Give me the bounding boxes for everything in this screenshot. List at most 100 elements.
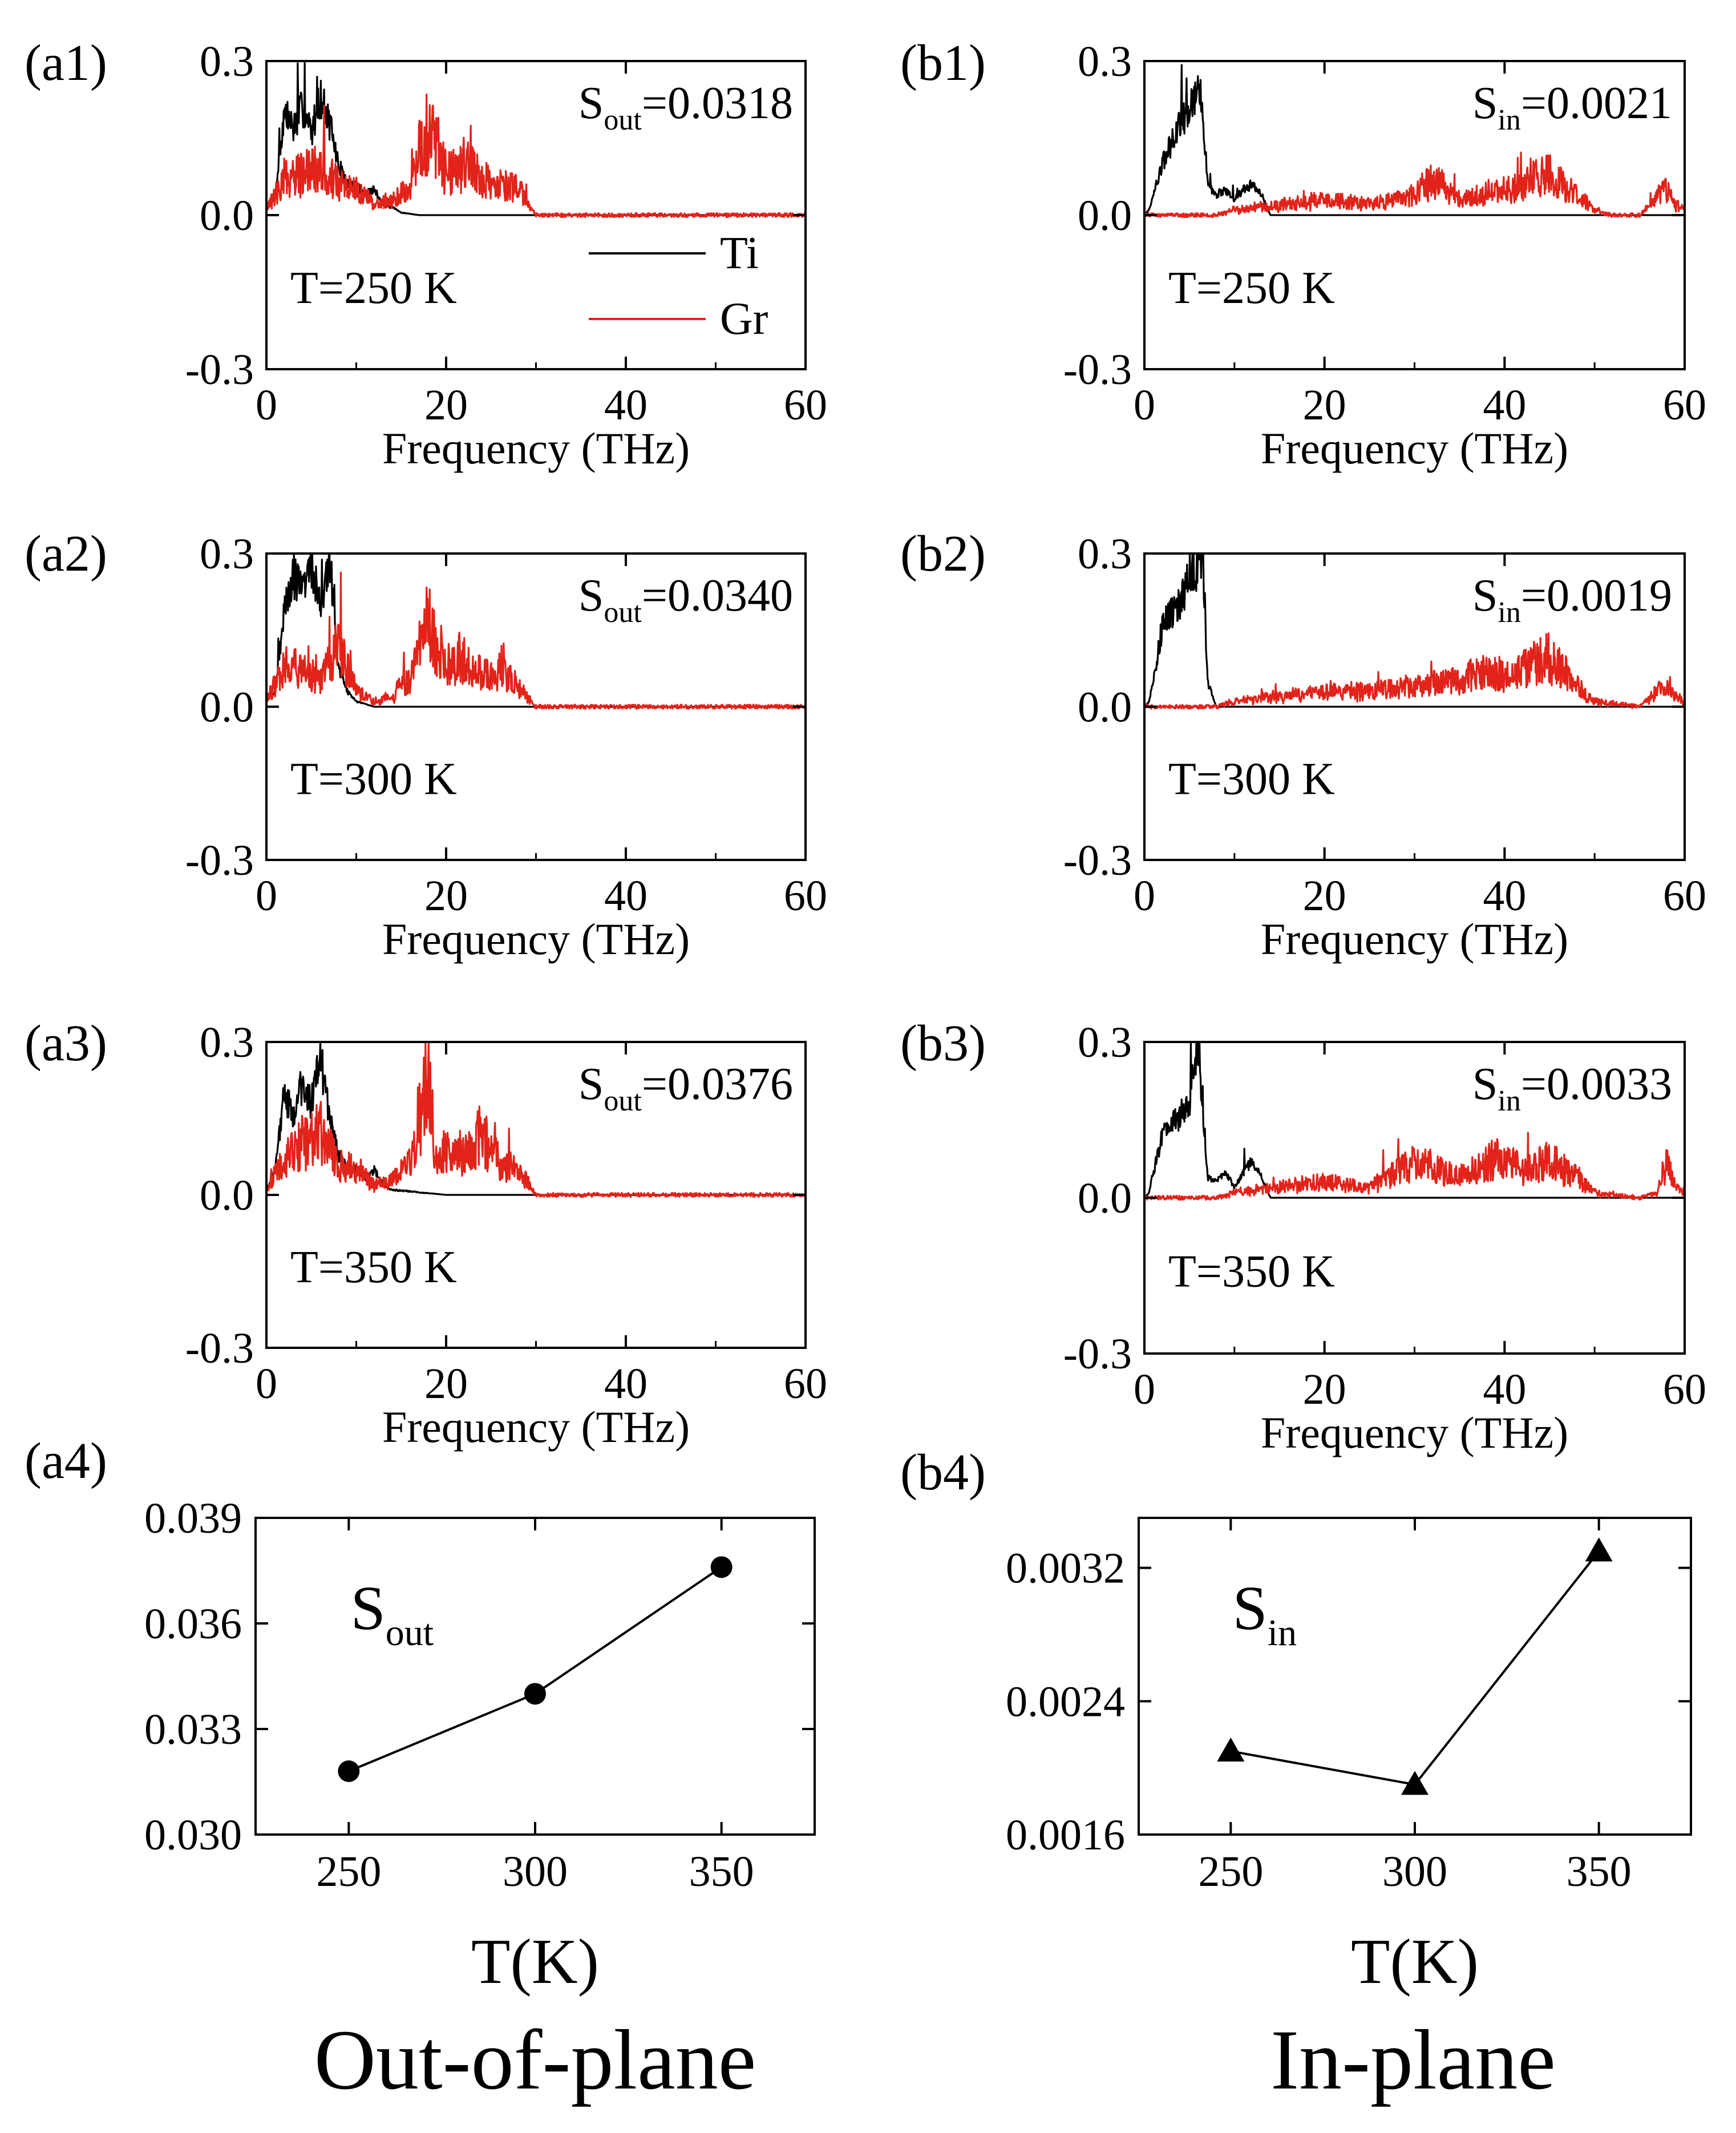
x-tick-label: 300: [503, 1848, 568, 1896]
s-annotation: Sin=0.0019: [1472, 571, 1672, 629]
x-tick-label: 40: [1483, 381, 1526, 429]
x-tick-label: 250: [1198, 1848, 1263, 1896]
panel-label-b3: (b3): [900, 1015, 986, 1072]
y-tick-label: 0.0016: [1006, 1811, 1125, 1859]
temperature-label: T=300 K: [1168, 754, 1335, 805]
x-tick-label: 20: [1303, 1366, 1346, 1413]
series-ti-line: [1143, 64, 1685, 216]
x-tick-label: 20: [424, 381, 468, 429]
series-line: [348, 1566, 722, 1772]
legend-ti-label: Ti: [720, 228, 759, 278]
x-tick-label: 0: [1134, 381, 1155, 429]
x-tick-label: 60: [1663, 872, 1706, 920]
x-tick-label: 60: [1663, 1366, 1706, 1413]
y-tick-label: -0.3: [185, 837, 254, 884]
chart-a2: 0 20 40 60 0.3 0.0 -0.3 Frequency (THz) Sout=0.0…: [185, 530, 827, 964]
y-tick-label: -0.3: [185, 346, 254, 394]
x-tick-label: 60: [784, 381, 827, 429]
y-tick-label: 0.3: [200, 530, 254, 578]
x-tick-label: 0: [256, 1360, 277, 1408]
series-gr-line: [266, 571, 807, 710]
panel-label-a1: (a1): [25, 35, 107, 91]
y-tick-label: -0.3: [1063, 837, 1132, 884]
y-tick-label: 0.0: [1078, 192, 1132, 240]
series-gr-line: [265, 1041, 807, 1198]
y-tick-label: 0.0: [200, 192, 254, 240]
data-point: [1401, 1771, 1429, 1795]
data-point: [338, 1760, 360, 1782]
s-label: Sout: [351, 1573, 434, 1654]
y-tick-label: -0.3: [1063, 1330, 1132, 1378]
y-tick-label: 0.0: [1078, 1174, 1132, 1222]
panel-label-b4: (b4): [900, 1444, 986, 1501]
x-tick-label: 40: [604, 872, 648, 920]
y-tick-label: 0.3: [1078, 1019, 1132, 1066]
series-ti-line: [1143, 1041, 1685, 1199]
x-tick-label: 60: [784, 1360, 827, 1408]
x-tick-label: 0: [256, 872, 277, 920]
s-label: Sin: [1233, 1573, 1297, 1654]
x-axis-label: T(K): [1351, 1926, 1479, 1997]
x-tick-label: 20: [1303, 381, 1346, 429]
chart-b1: 0 20 40 60 0.3 0.0 -0.3 Frequency (THz) Sin=0.00…: [1063, 38, 1706, 473]
temperature-label: T=250 K: [1168, 263, 1335, 313]
chart-b4: 250 300 350 0.0032 0.0024 0.0016 T(K) Sin: [1006, 1517, 1692, 1997]
x-tick-label: 20: [1303, 872, 1346, 920]
chart-b3: 0 20 40 60 0.3 0.0 -0.3 Frequency (THz) Sin=0.00…: [1063, 1019, 1706, 1457]
x-tick-label: 60: [1663, 381, 1706, 429]
s-annotation: Sin=0.0033: [1472, 1059, 1672, 1117]
series-gr-line: [1143, 1132, 1686, 1201]
x-tick-label: 350: [689, 1848, 754, 1896]
x-tick-label: 40: [604, 381, 648, 429]
x-tick-label: 20: [424, 1360, 468, 1408]
y-tick-label: 0.0: [200, 1171, 254, 1219]
x-axis-label: Frequency (THz): [382, 914, 690, 964]
y-tick-label: 0.0024: [1006, 1678, 1125, 1726]
panel-label-b1: (b1): [900, 35, 986, 91]
data-point: [1585, 1537, 1613, 1562]
chart-a1: 0 20 40 60 0.3 0.0 -0.3 Frequency (THz) Sout=0.0…: [185, 38, 827, 473]
x-tick-label: 250: [316, 1848, 381, 1896]
series-gr-line: [1143, 632, 1686, 710]
x-axis-label: Frequency (THz): [1261, 423, 1568, 473]
chart-b2: 0 20 40 60 0.3 0.0 -0.3 Frequency (THz) Sin=0.00…: [1063, 530, 1706, 964]
panel-label-a4: (a4): [25, 1433, 107, 1489]
caption-out-of-plane: Out-of-plane: [314, 2013, 756, 2107]
x-tick-label: 60: [784, 872, 827, 920]
data-point: [524, 1683, 546, 1705]
y-tick-label: 0.036: [144, 1600, 242, 1648]
x-tick-label: 0: [1134, 1366, 1155, 1413]
x-axis-label: Frequency (THz): [382, 423, 690, 473]
legend-gr-label: Gr: [720, 294, 768, 344]
x-tick-label: 0: [256, 381, 277, 429]
y-tick-label: -0.3: [185, 1324, 254, 1372]
series-line: [1230, 1550, 1600, 1786]
temperature-label: T=350 K: [1168, 1247, 1335, 1297]
panel-label-b2: (b2): [900, 526, 986, 582]
s-annotation: Sout=0.0340: [578, 571, 793, 629]
temperature-label: T=250 K: [290, 263, 457, 313]
x-tick-label: 40: [604, 1360, 648, 1408]
temperature-label: T=300 K: [290, 754, 457, 805]
s-annotation: Sin=0.0021: [1472, 78, 1672, 136]
y-tick-label: 0.039: [144, 1494, 242, 1542]
x-axis-label: Frequency (THz): [1261, 1408, 1568, 1457]
x-tick-label: 40: [1483, 872, 1526, 920]
x-tick-label: 300: [1382, 1848, 1447, 1896]
y-tick-label: 0.0032: [1006, 1545, 1125, 1593]
x-axis-label: Frequency (THz): [1261, 914, 1568, 964]
series-gr-line: [265, 93, 806, 219]
y-tick-label: 0.0: [200, 684, 254, 732]
temperature-label: T=350 K: [290, 1242, 457, 1292]
data-point: [1217, 1737, 1245, 1762]
chart-a3: 0 20 40 60 0.3 0.0 -0.3 Frequency (THz) Sout=0.0…: [185, 1019, 827, 1452]
data-point: [710, 1556, 733, 1578]
y-tick-label: 0.3: [1078, 530, 1132, 578]
x-tick-label: 20: [424, 872, 468, 920]
y-tick-label: 0.3: [200, 38, 254, 86]
panel-label-a2: (a2): [25, 526, 107, 582]
series-ti-line: [1143, 552, 1685, 708]
x-tick-label: 40: [1483, 1366, 1526, 1413]
x-axis-label: T(K): [471, 1926, 599, 1997]
